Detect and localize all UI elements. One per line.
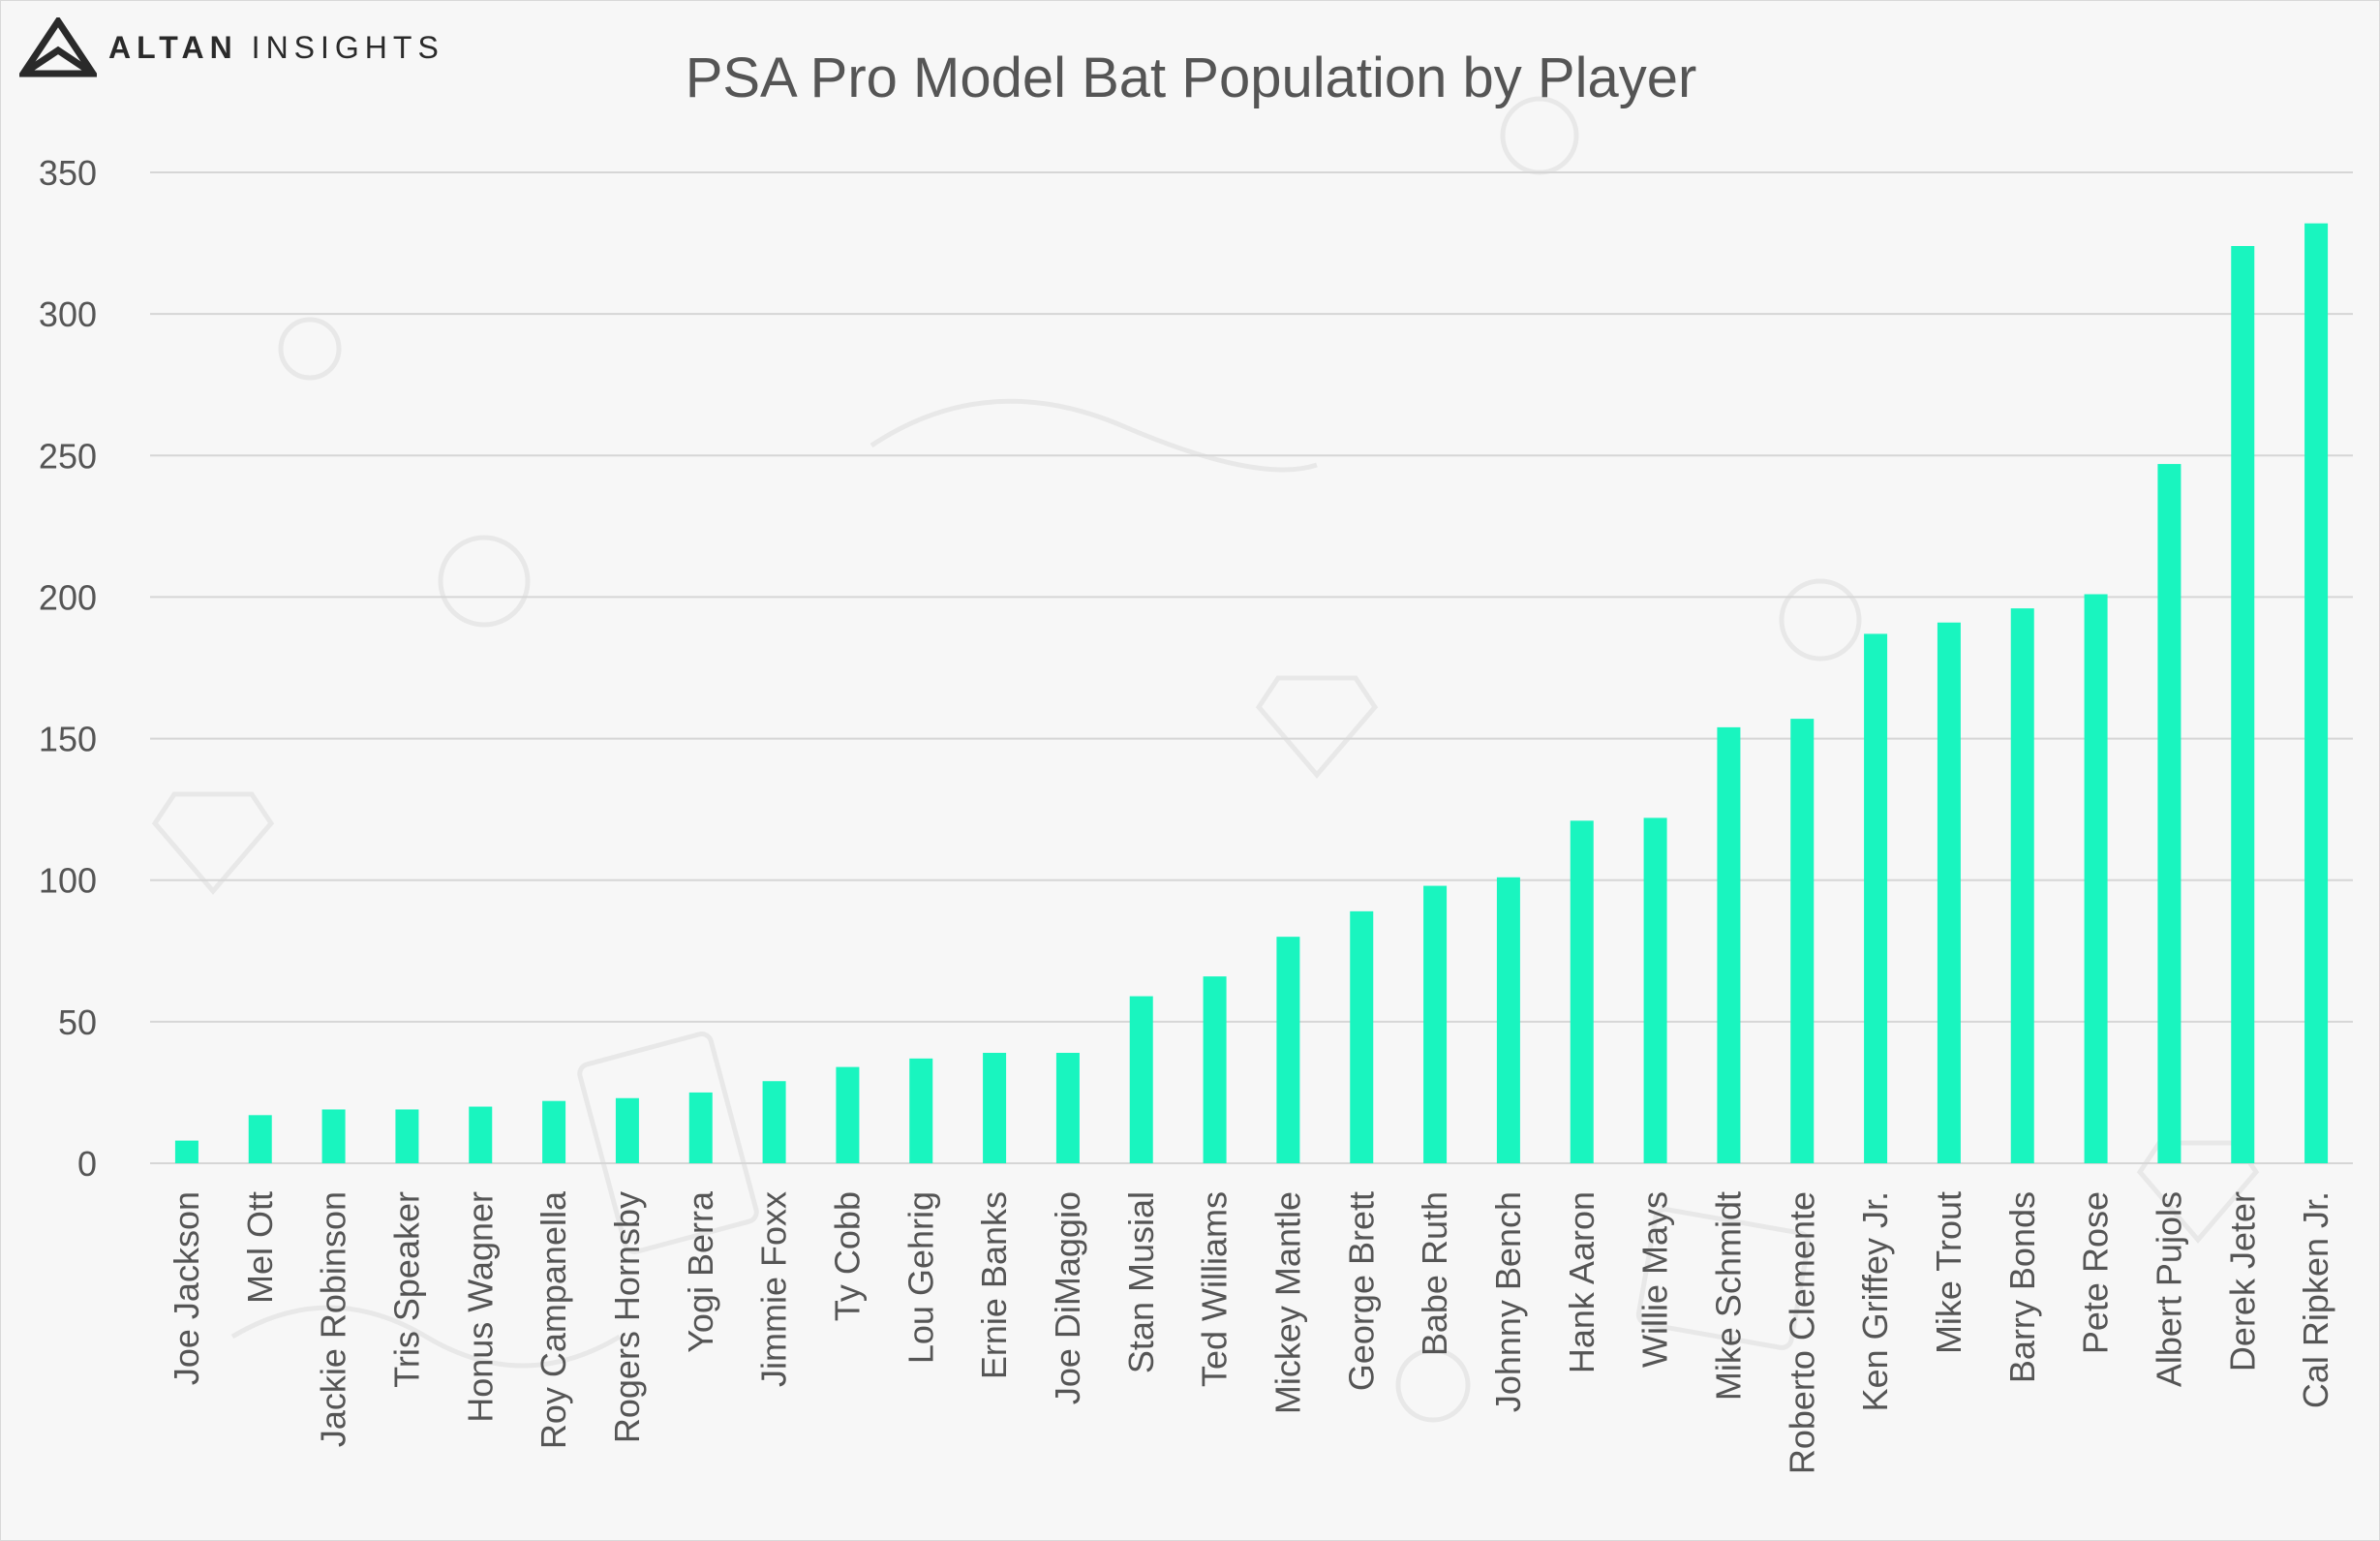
y-tick-label: 350	[39, 153, 97, 193]
x-category-label: Hank Aaron	[1562, 1191, 1602, 1373]
y-tick-label: 250	[39, 436, 97, 476]
bar-hank-aaron	[1570, 820, 1594, 1163]
altan-triangle-icon	[19, 17, 97, 77]
bar-ken-griffey-jr	[1864, 633, 1888, 1163]
x-category-label: Pete Rose	[2076, 1191, 2116, 1354]
bar-rogers-hornsby	[615, 1097, 639, 1163]
brand-logo: ALTAN INSIGHTS	[19, 17, 444, 77]
x-category-label: Mickey Mantle	[1267, 1191, 1307, 1414]
x-category-label: Yogi Berra	[681, 1190, 720, 1353]
bar-stan-musial	[1129, 996, 1153, 1163]
bar-tris-speaker	[395, 1109, 419, 1163]
x-category-label: George Brett	[1341, 1191, 1381, 1391]
x-category-label: Johnny Bench	[1488, 1191, 1528, 1412]
bar-ty-cobb	[836, 1066, 860, 1163]
bar-joe-dimaggio	[1055, 1053, 1080, 1163]
bar-mike-schmidt	[1717, 726, 1741, 1163]
x-category-label: Rogers Hornsby	[607, 1191, 647, 1443]
x-category-label: Honus Wagner	[460, 1191, 500, 1423]
x-category-label: Joe Jackson	[167, 1191, 206, 1385]
y-tick-label: 100	[39, 861, 97, 901]
bar-jackie-robinson	[321, 1109, 346, 1163]
bar-barry-bonds	[2010, 608, 2034, 1163]
x-category-label: Ken Griffey Jr.	[1855, 1191, 1895, 1411]
bar-johnny-bench	[1496, 877, 1520, 1163]
x-category-label: Albert Pujols	[2149, 1191, 2188, 1387]
x-category-label: Barry Bonds	[2002, 1191, 2042, 1383]
y-tick-label: 0	[77, 1144, 97, 1184]
brand-name-light: INSIGHTS	[251, 29, 444, 65]
x-category-label: Tris Speaker	[386, 1191, 426, 1388]
bar-george-brett	[1350, 910, 1374, 1163]
background-pattern	[151, 96, 2260, 1423]
x-axis-category-labels: Joe Jackson Mel Ott Jackie Robinson Tris Sp…	[167, 1190, 2335, 1474]
y-tick-label: 50	[58, 1002, 97, 1042]
brand-name: ALTAN INSIGHTS	[108, 30, 444, 66]
x-category-label: Lou Gehrig	[900, 1191, 940, 1364]
y-tick-label: 200	[39, 577, 97, 617]
bar-roberto-clemente	[1790, 719, 1815, 1163]
x-category-label: Babe Ruth	[1415, 1191, 1454, 1356]
y-tick-label: 150	[39, 720, 97, 759]
x-category-label: Roy Campanella	[534, 1190, 573, 1449]
x-category-label: Joe DiMaggio	[1048, 1191, 1087, 1404]
bar-jimmie-foxx	[762, 1081, 786, 1163]
x-category-label: Derek Jeter	[2222, 1191, 2262, 1371]
bar-yogi-berra	[688, 1092, 713, 1163]
bar-ted-williams	[1203, 976, 1227, 1163]
bar-ernie-banks	[983, 1053, 1007, 1163]
x-category-label: Willie Mays	[1635, 1191, 1675, 1368]
bar-mickey-mantle	[1276, 937, 1300, 1163]
x-category-label: Ty Cobb	[827, 1191, 867, 1321]
x-category-label: Mel Ott	[240, 1191, 280, 1304]
x-category-label: Stan Musial	[1121, 1191, 1161, 1373]
x-category-label: Jimmie Foxx	[754, 1191, 794, 1387]
x-category-label: Jackie Robinson	[314, 1191, 353, 1447]
bar-mel-ott	[248, 1115, 272, 1163]
x-category-label: Cal Ripken Jr.	[2296, 1191, 2335, 1408]
bar-derek-jeter	[2231, 245, 2255, 1164]
bar-roy-campanella	[542, 1100, 566, 1163]
x-category-label: Mike Trout	[1929, 1191, 1968, 1354]
y-tick-label: 300	[39, 294, 97, 334]
x-category-label: Ted Williams	[1195, 1191, 1235, 1387]
bar-albert-pujols	[2157, 464, 2182, 1163]
bar-lou-gehrig	[909, 1058, 933, 1163]
x-category-label: Ernie Banks	[974, 1191, 1014, 1379]
brand-name-bold: ALTAN	[108, 29, 238, 65]
y-gridlines	[150, 171, 2353, 1164]
bars	[174, 223, 2329, 1164]
bar-pete-rose	[2084, 594, 2108, 1163]
x-category-label: Mike Schmidt	[1708, 1191, 1748, 1401]
bar-joe-jackson	[174, 1140, 198, 1163]
bar-willie-mays	[1643, 817, 1667, 1163]
y-axis-tick-labels: 0 50 100 150 200 250 300 350	[39, 153, 97, 1184]
bar-honus-wagner	[469, 1106, 493, 1163]
chart-title: PSA Pro Model Bat Population by Player	[686, 46, 1697, 109]
x-category-label: Roberto Clemente	[1782, 1191, 1821, 1474]
bar-cal-ripken-jr	[2304, 223, 2329, 1163]
bar-mike-trout	[1937, 622, 1961, 1163]
bar-babe-ruth	[1423, 885, 1448, 1163]
